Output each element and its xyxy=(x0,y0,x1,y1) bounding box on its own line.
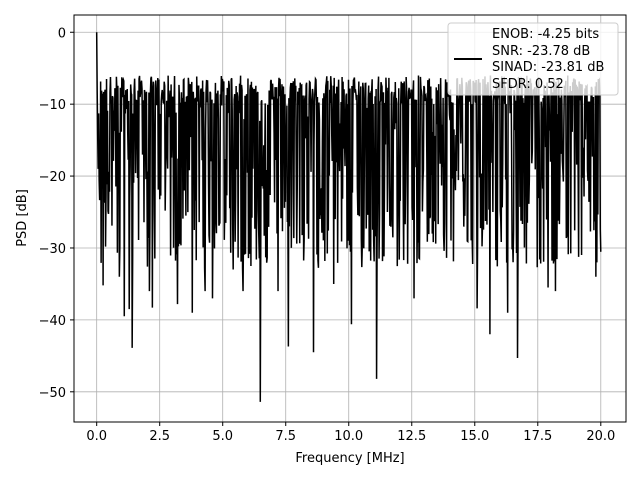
y-tick-label: 0 xyxy=(58,26,66,41)
legend-line-2: SNR: -23.78 dB xyxy=(492,44,590,59)
x-axis-label: Frequency [MHz] xyxy=(295,451,404,466)
series-line xyxy=(95,32,602,402)
x-tick-label: 7.5 xyxy=(275,429,296,444)
x-tick-label: 15.0 xyxy=(460,429,489,444)
legend-box xyxy=(447,22,619,96)
legend-line-4: SFDR: 0.52 xyxy=(492,77,564,92)
legend: ENOB: -4.25 bits SNR: -23.78 dB SINAD: -… xyxy=(447,22,619,96)
legend-line-1: ENOB: -4.25 bits xyxy=(492,27,599,42)
x-tick-label: 5.0 xyxy=(212,429,233,444)
x-tick-label: 17.5 xyxy=(523,429,552,444)
y-axis: 0 −10 −20 −30 −40 −50 xyxy=(39,26,74,401)
y-axis-label: PSD [dB] xyxy=(15,189,30,247)
legend-line-3: SINAD: -23.81 dB xyxy=(492,60,604,75)
plot-frame xyxy=(73,14,627,423)
x-tick-label: 20.0 xyxy=(586,429,615,444)
y-tick-label: −30 xyxy=(39,242,66,257)
x-tick-label: 0.0 xyxy=(86,429,107,444)
y-tick-label: −40 xyxy=(39,314,66,329)
psd-series-path xyxy=(95,32,602,402)
x-tick-label: 2.5 xyxy=(149,429,170,444)
x-tick-label: 12.5 xyxy=(397,429,426,444)
y-tick-label: −50 xyxy=(39,386,66,401)
y-tick-label: −20 xyxy=(39,170,66,185)
y-tick-label: −10 xyxy=(39,98,66,113)
x-tick-label: 10.0 xyxy=(334,429,363,444)
x-axis: 0.0 2.5 5.0 7.5 10.0 12.5 15.0 17.5 20.0 xyxy=(86,422,615,444)
